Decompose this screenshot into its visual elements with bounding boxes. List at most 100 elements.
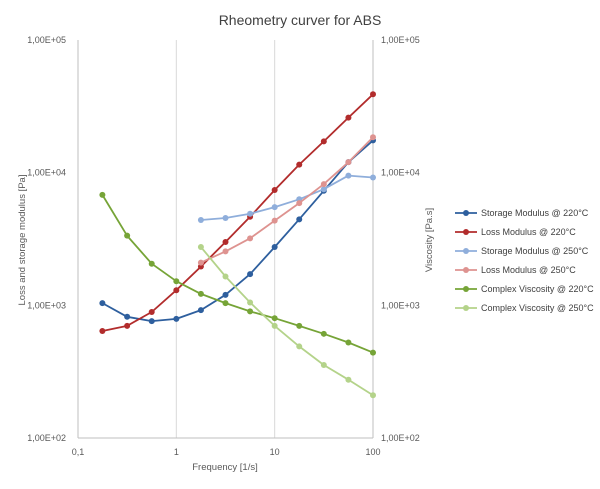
legend-label: Storage Modulus @ 250°C — [481, 246, 589, 256]
data-point — [320, 330, 327, 337]
legend-label: Complex Viscosity @ 220°C — [481, 284, 594, 294]
data-point — [148, 309, 155, 316]
legend-swatch-marker — [463, 286, 469, 292]
data-point — [247, 271, 254, 278]
data-point — [197, 259, 204, 266]
y2-axis-ticks: 1,00E+02 1,00E+03 1,00E+04 1,00E+05 — [381, 35, 420, 443]
data-point — [370, 349, 376, 356]
data-point — [370, 174, 376, 181]
x-tick-label: 1 — [174, 447, 179, 457]
data-point — [271, 244, 278, 251]
data-point — [271, 322, 278, 329]
y-tick-label: 1,00E+04 — [27, 168, 66, 178]
axes — [77, 40, 374, 439]
legend-item: Loss Modulus @ 220°C — [455, 227, 576, 237]
series-line — [101, 194, 374, 354]
series-6 — [197, 244, 376, 399]
legend-label: Storage Modulus @ 220°C — [481, 208, 589, 218]
data-point — [345, 376, 352, 383]
series-layer — [99, 91, 376, 399]
x-tick-label: 100 — [365, 447, 380, 457]
legend-item: Complex Viscosity @ 220°C — [455, 284, 594, 294]
data-point — [271, 187, 278, 194]
data-point — [345, 114, 352, 121]
x-axis-ticks: 0,1 1 10 100 — [72, 447, 381, 457]
y2-tick-label: 1,00E+03 — [381, 300, 420, 310]
data-point — [197, 307, 204, 314]
legend-label: Complex Viscosity @ 250°C — [481, 303, 594, 313]
x-tick-label: 0,1 — [72, 447, 85, 457]
data-point — [148, 318, 155, 325]
legend-swatch-marker — [463, 248, 469, 254]
data-point — [271, 217, 278, 224]
data-point — [345, 159, 352, 166]
data-point — [296, 322, 303, 329]
legend-item: Storage Modulus @ 220°C — [455, 208, 589, 218]
data-point — [296, 200, 303, 207]
data-point — [370, 392, 376, 399]
data-point — [370, 134, 376, 141]
data-point — [296, 161, 303, 168]
data-point — [320, 181, 327, 188]
data-point — [296, 343, 303, 350]
data-point — [247, 210, 254, 217]
data-point — [247, 299, 254, 306]
data-point — [124, 313, 131, 320]
series-line — [102, 93, 374, 332]
series-line — [200, 136, 374, 264]
legend-label: Loss Modulus @ 250°C — [481, 265, 576, 275]
series-3 — [197, 172, 376, 223]
data-point — [247, 235, 254, 242]
legend-item: Complex Viscosity @ 250°C — [455, 303, 594, 313]
data-point — [345, 172, 352, 179]
data-point — [271, 315, 278, 322]
series-line — [200, 174, 374, 221]
data-point — [222, 291, 229, 298]
x-tick-label: 10 — [270, 447, 280, 457]
data-point — [320, 138, 327, 145]
data-point — [222, 239, 229, 246]
data-point — [271, 204, 278, 211]
legend-label: Loss Modulus @ 220°C — [481, 227, 576, 237]
data-point — [247, 308, 254, 315]
data-point — [197, 290, 204, 297]
data-point — [222, 248, 229, 255]
y-axis-label: Loss and storage modulus [Pa] — [17, 175, 28, 306]
data-point — [173, 287, 180, 294]
y2-tick-label: 1,00E+05 — [381, 35, 420, 45]
data-point — [148, 260, 155, 267]
data-point — [222, 215, 229, 222]
data-point — [99, 300, 106, 307]
data-point — [197, 216, 204, 223]
y-axis-ticks: 1,00E+02 1,00E+03 1,00E+04 1,00E+05 — [27, 35, 66, 443]
series-line — [200, 246, 374, 397]
data-point — [320, 186, 327, 193]
data-point — [222, 273, 229, 280]
data-point — [124, 232, 131, 239]
data-point — [370, 91, 376, 98]
x-axis-label: Frequency [1/s] — [192, 462, 257, 473]
data-point — [197, 244, 204, 251]
legend-swatch-marker — [463, 229, 469, 235]
chart-title: Rheometry curver for ABS — [219, 12, 382, 28]
series-4 — [197, 134, 376, 266]
legend: Storage Modulus @ 220°C Loss Modulus @ 22… — [455, 208, 594, 313]
y2-tick-label: 1,00E+02 — [381, 433, 420, 443]
data-point — [222, 300, 229, 307]
data-point — [173, 278, 180, 285]
data-point — [345, 339, 352, 346]
data-point — [320, 362, 327, 369]
y-tick-label: 1,00E+05 — [27, 35, 66, 45]
legend-swatch-marker — [463, 210, 469, 216]
data-point — [99, 328, 106, 335]
data-point — [124, 322, 131, 329]
y-tick-label: 1,00E+02 — [27, 433, 66, 443]
legend-swatch-marker — [463, 305, 469, 311]
data-point — [99, 191, 106, 198]
data-point — [173, 315, 180, 322]
series-2 — [99, 91, 376, 335]
legend-item: Storage Modulus @ 250°C — [455, 246, 589, 256]
series-5 — [99, 191, 376, 356]
